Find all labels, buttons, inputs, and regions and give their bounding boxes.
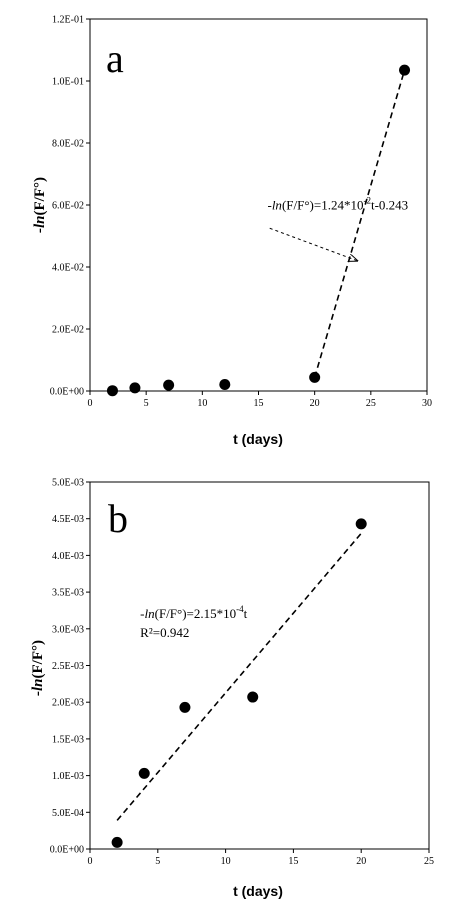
data-point-a bbox=[106, 385, 118, 397]
x-tick-label-a: 25 bbox=[366, 398, 376, 409]
data-point-b bbox=[355, 518, 367, 530]
x-tick-label-b: 15 bbox=[288, 856, 298, 867]
data-point-a bbox=[129, 382, 141, 394]
fit-equation-b-italic: -ln bbox=[140, 606, 154, 621]
data-point-b bbox=[247, 691, 259, 703]
y-tick-label-b: 0.0E+00 bbox=[50, 845, 84, 856]
data-point-a bbox=[309, 371, 321, 383]
x-tick-label-b: 0 bbox=[88, 856, 93, 867]
panel-b: b t (days) -ln(F/F°) -ln(F/F°)=2.15*10-4… bbox=[30, 478, 434, 900]
data-point-a bbox=[399, 64, 411, 76]
panel-a: a t (days) -ln(F/F°) -ln(F/F°)=1.24*10-2… bbox=[32, 15, 432, 448]
x-tick-label-a: 0 bbox=[88, 398, 93, 409]
y-tick-label-b: 4.0E-03 bbox=[52, 551, 84, 562]
y-axis-label-b-italic: -ln bbox=[30, 678, 46, 696]
x-axis-label-a: t (days) bbox=[233, 431, 283, 447]
fit-equation-a-exponent: -2 bbox=[363, 196, 371, 206]
panel-label-a: a bbox=[106, 36, 124, 81]
fit-equation-b-exponent: -4 bbox=[236, 604, 244, 614]
x-tick-label-a: 15 bbox=[254, 398, 264, 409]
fit-equation-b: -ln(F/F°)=2.15*10-4t bbox=[140, 604, 247, 621]
x-tick-label-b: 20 bbox=[356, 856, 366, 867]
y-tick-label-a: 2.0E-02 bbox=[52, 325, 84, 336]
y-tick-label-b: 1.5E-03 bbox=[52, 734, 84, 745]
y-tick-label-a: 6.0E-02 bbox=[52, 201, 84, 212]
x-tick-label-b: 5 bbox=[155, 856, 160, 867]
y-tick-label-b: 2.5E-03 bbox=[52, 661, 84, 672]
y-tick-label-b: 2.0E-03 bbox=[52, 698, 84, 709]
y-axis-label-a: -ln(F/F°) bbox=[32, 177, 48, 233]
fit-equation-b-tail: t bbox=[244, 606, 248, 621]
y-tick-label-b: 3.5E-03 bbox=[52, 588, 84, 599]
fit-equation-a-main: (F/F°)=1.24*10 bbox=[282, 198, 364, 213]
y-tick-label-a: 1.0E-01 bbox=[52, 77, 84, 88]
r-squared-b: R²=0.942 bbox=[140, 625, 189, 640]
panel-label-b: b bbox=[108, 496, 128, 541]
fit-equation-a: -ln(F/F°)=1.24*10-2t-0.243 bbox=[267, 196, 408, 213]
x-tick-label-b: 25 bbox=[424, 856, 434, 867]
fit-equation-a-tail: t-0.243 bbox=[371, 198, 408, 213]
y-axis-label-b: -ln(F/F°) bbox=[30, 640, 46, 696]
fit-line-b bbox=[116, 532, 362, 821]
y-axis-label-a-rest: (F/F°) bbox=[32, 177, 48, 215]
x-tick-label-b: 10 bbox=[221, 856, 231, 867]
data-point-b bbox=[179, 701, 191, 713]
y-tick-label-b: 5.0E-04 bbox=[52, 808, 84, 819]
y-axis-label-b-rest: (F/F°) bbox=[30, 640, 46, 678]
y-tick-label-a: 0.0E+00 bbox=[50, 387, 84, 398]
y-tick-label-a: 4.0E-02 bbox=[52, 263, 84, 274]
data-point-b bbox=[111, 836, 123, 848]
data-point-b bbox=[138, 767, 150, 779]
x-axis-label-b: t (days) bbox=[233, 883, 283, 899]
y-axis-label-a-italic: -ln bbox=[32, 215, 48, 233]
plot-area-b bbox=[89, 481, 430, 850]
y-tick-label-b: 1.0E-03 bbox=[52, 771, 84, 782]
y-tick-label-b: 3.0E-03 bbox=[52, 624, 84, 635]
data-point-a bbox=[163, 379, 175, 391]
data-point-a bbox=[219, 378, 231, 390]
x-tick-label-a: 5 bbox=[144, 398, 149, 409]
y-tick-label-b: 5.0E-03 bbox=[52, 478, 84, 489]
fit-equation-b-main: (F/F°)=2.15*10 bbox=[155, 606, 237, 621]
annotation-arrow-a bbox=[269, 227, 358, 261]
x-tick-label-a: 10 bbox=[197, 398, 207, 409]
fit-equation-a-italic: -ln bbox=[267, 198, 281, 213]
y-tick-label-a: 1.2E-01 bbox=[52, 15, 84, 26]
fit-line-a bbox=[313, 69, 406, 378]
y-tick-label-a: 8.0E-02 bbox=[52, 139, 84, 150]
x-tick-label-a: 30 bbox=[422, 398, 432, 409]
x-tick-label-a: 20 bbox=[310, 398, 320, 409]
y-tick-label-b: 4.5E-03 bbox=[52, 514, 84, 525]
